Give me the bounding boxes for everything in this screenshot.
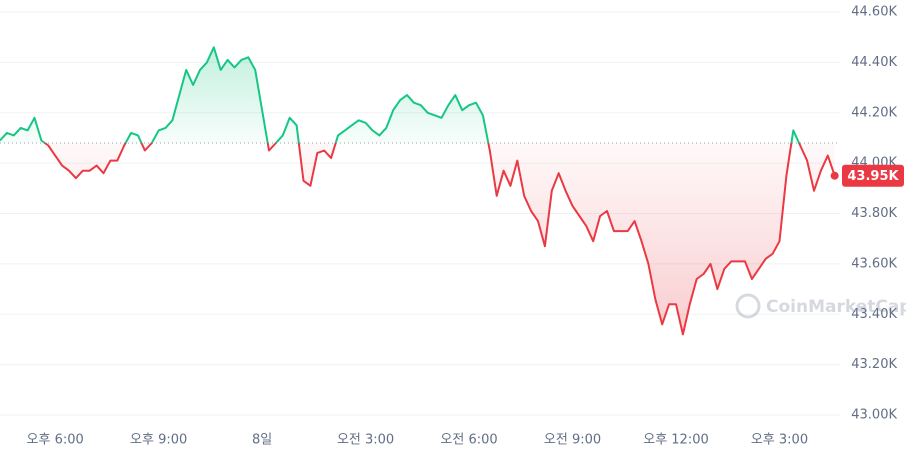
area-fill [0, 47, 835, 335]
price-badge-label: 43.95K [847, 169, 899, 184]
x-tick-label: 오후 9:00 [130, 433, 187, 448]
y-tick-label: 43.20K [851, 357, 897, 372]
y-tick-label: 44.20K [851, 105, 897, 120]
x-tick-label: 오전 3:00 [337, 433, 394, 448]
price-badge [842, 164, 904, 187]
y-tick-label: 43.40K [851, 307, 897, 322]
watermark-logo [735, 293, 761, 319]
y-tick-label: 44.60K [851, 5, 897, 20]
watermark-text: CoinMarketCap [766, 297, 906, 317]
y-tick-label: 43.00K [851, 408, 897, 423]
last-point [830, 171, 839, 180]
watermark: CoinMarketCap [735, 293, 906, 319]
x-tick-label: 8일 [252, 433, 272, 448]
x-tick-label: 오후 3:00 [751, 433, 808, 448]
y-tick-label: 43.80K [851, 206, 897, 221]
x-tick-label: 오전 6:00 [440, 433, 497, 448]
x-tick-label: 오전 9:00 [544, 433, 601, 448]
x-tick-label: 오후 12:00 [643, 433, 709, 448]
price-line [0, 46, 836, 336]
y-tick-label: 44.40K [851, 55, 897, 70]
x-tick-label: 오후 6:00 [27, 433, 84, 448]
y-tick-label: 43.60K [851, 256, 897, 271]
